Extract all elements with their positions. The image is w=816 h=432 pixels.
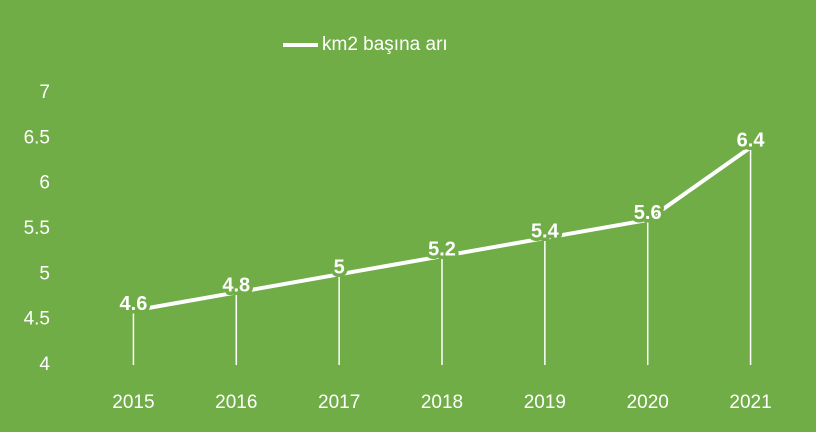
legend-label: km2 başına arı bbox=[322, 34, 448, 55]
x-tick-label: 2019 bbox=[524, 392, 566, 413]
x-tick-label: 2018 bbox=[421, 392, 463, 413]
x-tick-label: 2016 bbox=[215, 392, 257, 413]
data-label: 6.4 bbox=[737, 130, 766, 152]
series-line bbox=[133, 145, 752, 313]
data-label: 5.4 bbox=[531, 220, 560, 242]
y-tick-label: 5 bbox=[39, 263, 50, 284]
y-tick-label: 4 bbox=[39, 354, 50, 375]
x-tick-label: 2020 bbox=[627, 392, 669, 413]
data-label: 5.6 bbox=[634, 202, 662, 224]
data-label: 4.6 bbox=[120, 293, 148, 315]
y-tick-label: 4.5 bbox=[24, 309, 50, 330]
x-tick-label: 2015 bbox=[112, 392, 154, 413]
x-tick-label: 2021 bbox=[729, 392, 771, 413]
y-tick-label: 5.5 bbox=[24, 218, 50, 239]
data-label: 5.2 bbox=[428, 238, 456, 260]
y-tick-label: 7 bbox=[39, 82, 50, 103]
y-tick-label: 6 bbox=[39, 173, 50, 194]
data-label: 5 bbox=[334, 257, 345, 279]
y-tick-label: 6.5 bbox=[24, 127, 50, 148]
x-tick-label: 2017 bbox=[318, 392, 360, 413]
data-label: 4.8 bbox=[222, 275, 250, 297]
